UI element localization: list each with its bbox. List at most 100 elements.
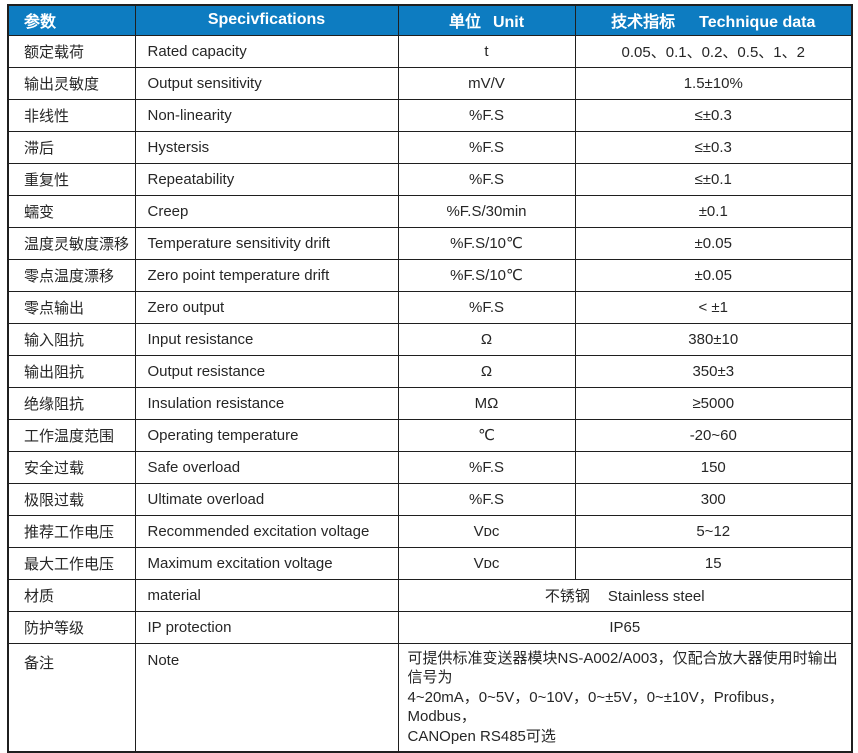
unit-cell: %F.S bbox=[397, 450, 576, 484]
param-zh-cell: 绝缘阻抗 bbox=[7, 386, 136, 420]
unit-cell: mV/V bbox=[397, 66, 576, 100]
ip-value-cell: IP65 bbox=[397, 610, 853, 644]
value-cell: ≤±0.3 bbox=[574, 98, 853, 132]
table-row: 零点输出 Zero output %F.S < ±1 bbox=[7, 290, 853, 324]
unit-cell: %F.S bbox=[397, 482, 576, 516]
table-row: 额定载荷 Rated capacity t 0.05、0.1、0.2、0.5、1… bbox=[7, 34, 853, 68]
param-en-cell: Output resistance bbox=[134, 354, 399, 388]
value-cell: ≤±0.3 bbox=[574, 130, 853, 164]
param-zh-cell: 极限过载 bbox=[7, 482, 136, 516]
param-zh-cell: 最大工作电压 bbox=[7, 546, 136, 580]
value-cell: ≥5000 bbox=[574, 386, 853, 420]
param-zh-cell: 安全过载 bbox=[7, 450, 136, 484]
row-note: 备注 Note 可提供标准变送器模块NS-A002/A003，仅配合放大器使用时… bbox=[7, 642, 853, 753]
value-cell: 15 bbox=[574, 546, 853, 580]
param-en-cell: Note bbox=[134, 642, 399, 753]
param-en-cell: Repeatability bbox=[134, 162, 399, 196]
header-specifications-label: Specivfications bbox=[207, 11, 326, 29]
table-row: 工作温度范围 Operating temperature ℃ -20~60 bbox=[7, 418, 853, 452]
spec-sheet-page: 参数 Specivfications 单位 Unit 技术指标 Technique … bbox=[7, 4, 853, 753]
table-row: 极限过载 Ultimate overload %F.S 300 bbox=[7, 482, 853, 516]
param-zh-cell: 零点输出 bbox=[7, 290, 136, 324]
param-zh-cell: 非线性 bbox=[7, 98, 136, 132]
param-en-cell: material bbox=[134, 578, 399, 612]
value-cell: 0.05、0.1、0.2、0.5、1、2 bbox=[574, 34, 853, 68]
note-line: 4~20mA，0~5V，0~10V，0~±5V，0~±10V，Profibus，… bbox=[407, 688, 784, 726]
param-zh-cell: 材质 bbox=[7, 578, 136, 612]
value-cell: 380±10 bbox=[574, 322, 853, 356]
table-row: 零点温度漂移 Zero point temperature drift %F.S… bbox=[7, 258, 853, 292]
param-zh-cell: 蠕变 bbox=[7, 194, 136, 228]
header-unit: 单位 Unit bbox=[397, 4, 576, 36]
value-cell: ±0.05 bbox=[574, 258, 853, 292]
param-zh-cell: 滞后 bbox=[7, 130, 136, 164]
param-en-cell: Ultimate overload bbox=[134, 482, 399, 516]
param-en-cell: Temperature sensitivity drift bbox=[134, 226, 399, 260]
row-material: 材质 material 不锈钢 Stainless steel bbox=[7, 578, 853, 612]
value-cell: 300 bbox=[574, 482, 853, 516]
param-zh-cell: 防护等级 bbox=[7, 610, 136, 644]
param-en-cell: Non-linearity bbox=[134, 98, 399, 132]
param-en-cell: Creep bbox=[134, 194, 399, 228]
table-row: 输出灵敏度 Output sensitivity mV/V 1.5±10% bbox=[7, 66, 853, 100]
param-en-cell: Safe overload bbox=[134, 450, 399, 484]
unit-cell: ℃ bbox=[397, 418, 576, 452]
header-unit-zh: 单位 bbox=[448, 14, 481, 32]
material-value-cell: 不锈钢 Stainless steel bbox=[397, 578, 853, 612]
table-row: 最大工作电压 Maximum excitation voltage Vᴅᴄ 15 bbox=[7, 546, 853, 580]
unit-cell: Vᴅᴄ bbox=[397, 546, 576, 580]
table-row: 推荐工作电压 Recommended excitation voltage Vᴅ… bbox=[7, 514, 853, 548]
note-line: 可提供标准变送器模块NS-A002/A003，仅配合放大器使用时输出信号为 bbox=[407, 649, 838, 687]
value-cell: < ±1 bbox=[574, 290, 853, 324]
unit-cell: %F.S bbox=[397, 290, 576, 324]
param-zh-cell: 额定载荷 bbox=[7, 34, 136, 68]
param-en-cell: Hystersis bbox=[134, 130, 399, 164]
param-en-cell: Maximum excitation voltage bbox=[134, 546, 399, 580]
table-row: 输出阻抗 Output resistance Ω 350±3 bbox=[7, 354, 853, 388]
param-zh-cell: 推荐工作电压 bbox=[7, 514, 136, 548]
row-ip-protection: 防护等级 IP protection IP65 bbox=[7, 610, 853, 644]
param-en-cell: Zero point temperature drift bbox=[134, 258, 399, 292]
table-row: 安全过载 Safe overload %F.S 150 bbox=[7, 450, 853, 484]
unit-cell: %F.S/10℃ bbox=[397, 226, 576, 260]
value-cell: ≤±0.1 bbox=[574, 162, 853, 196]
header-unit-en: Unit bbox=[492, 14, 525, 32]
param-en-cell: Rated capacity bbox=[134, 34, 399, 68]
unit-cell: t bbox=[397, 34, 576, 68]
param-en-cell: Operating temperature bbox=[134, 418, 399, 452]
unit-cell: Ω bbox=[397, 322, 576, 356]
table-row: 蠕变 Creep %F.S/30min ±0.1 bbox=[7, 194, 853, 228]
unit-cell: MΩ bbox=[397, 386, 576, 420]
param-zh-cell: 备注 bbox=[7, 642, 136, 753]
material-value-en: Stainless steel bbox=[607, 587, 705, 605]
table-row: 输入阻抗 Input resistance Ω 380±10 bbox=[7, 322, 853, 356]
unit-cell: %F.S/10℃ bbox=[397, 258, 576, 292]
param-zh-cell: 重复性 bbox=[7, 162, 136, 196]
table-row: 非线性 Non-linearity %F.S ≤±0.3 bbox=[7, 98, 853, 132]
param-en-cell: Recommended excitation voltage bbox=[134, 514, 399, 548]
table-row: 绝缘阻抗 Insulation resistance MΩ ≥5000 bbox=[7, 386, 853, 420]
unit-cell: %F.S/30min bbox=[397, 194, 576, 228]
note-line: CANOpen RS485可选 bbox=[407, 727, 556, 745]
header-specifications: Specivfications bbox=[134, 4, 399, 36]
unit-cell: %F.S bbox=[397, 130, 576, 164]
value-cell: 350±3 bbox=[574, 354, 853, 388]
param-en-cell: Zero output bbox=[134, 290, 399, 324]
unit-cell: %F.S bbox=[397, 98, 576, 132]
value-cell: ±0.1 bbox=[574, 194, 853, 228]
unit-cell: Ω bbox=[397, 354, 576, 388]
param-zh-cell: 零点温度漂移 bbox=[7, 258, 136, 292]
param-zh-cell: 输出阻抗 bbox=[7, 354, 136, 388]
value-cell: 150 bbox=[574, 450, 853, 484]
header-param: 参数 bbox=[7, 4, 136, 36]
param-zh-cell: 输入阻抗 bbox=[7, 322, 136, 356]
param-en-cell: Input resistance bbox=[134, 322, 399, 356]
table-row: 滞后 Hystersis %F.S ≤±0.3 bbox=[7, 130, 853, 164]
param-en-cell: Output sensitivity bbox=[134, 66, 399, 100]
header-param-label: 参数 bbox=[24, 14, 57, 32]
value-cell: -20~60 bbox=[574, 418, 853, 452]
param-zh-cell: 工作温度范围 bbox=[7, 418, 136, 452]
value-cell: 5~12 bbox=[574, 514, 853, 548]
unit-cell: %F.S bbox=[397, 162, 576, 196]
param-zh-cell: 输出灵敏度 bbox=[7, 66, 136, 100]
